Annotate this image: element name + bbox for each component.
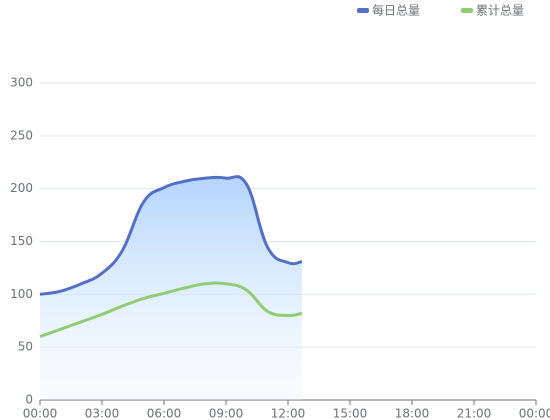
- x-tick-label: 03:00: [85, 407, 120, 420]
- x-tick-label: 21:00: [457, 407, 492, 420]
- y-tick-label: 250: [10, 128, 33, 142]
- x-tick-label: 18:00: [395, 407, 430, 420]
- x-tick-label: 15:00: [333, 407, 368, 420]
- y-tick-label: 100: [10, 287, 33, 301]
- y-tick-label: 150: [10, 234, 33, 248]
- x-tick-label: 00:00: [519, 407, 550, 420]
- line: [39, 281, 303, 339]
- x-tick-label: 00:00: [23, 407, 58, 420]
- area: [40, 176, 302, 400]
- y-tick-label: 200: [10, 181, 33, 195]
- x-tick-label: 12:00: [271, 407, 306, 420]
- legend-swatch: [461, 8, 473, 13]
- y-tick-label: 0: [25, 393, 33, 407]
- legend-label: 累计总量: [476, 4, 524, 18]
- line: [39, 175, 303, 296]
- y-tick-label: 50: [18, 340, 33, 354]
- legend-swatch: [357, 8, 369, 13]
- x-tick-label: 06:00: [147, 407, 182, 420]
- x-tick-label: 09:00: [209, 407, 244, 420]
- legend-label: 每日总量: [372, 3, 420, 18]
- y-tick-label: 300: [10, 76, 33, 90]
